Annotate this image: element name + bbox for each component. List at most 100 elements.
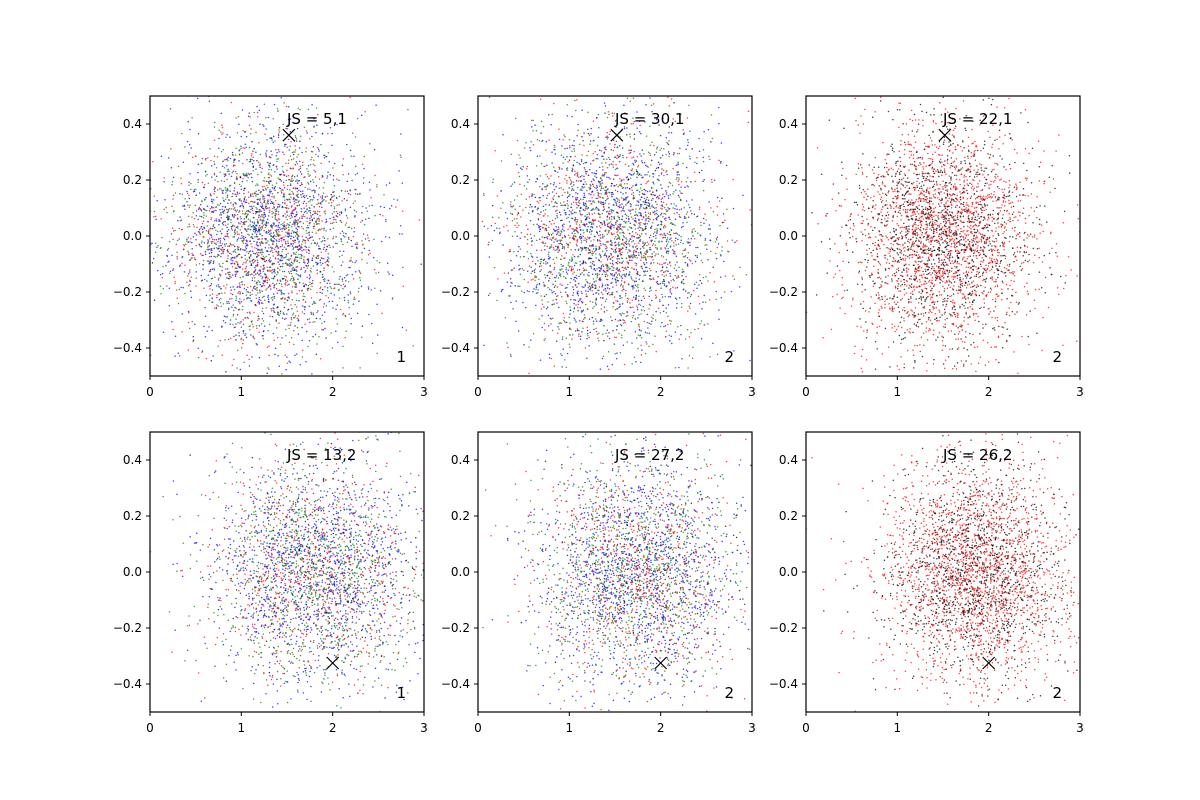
point-series-3 (316, 291, 318, 294)
point-series-2 (649, 218, 651, 221)
point-series-1 (298, 247, 301, 250)
point-series-2 (291, 190, 293, 193)
point-series-2 (216, 255, 219, 258)
point-series-1 (323, 257, 325, 260)
point-series-1 (572, 288, 575, 291)
point-series-3 (238, 233, 240, 236)
point-series-2 (631, 254, 633, 256)
point-series-1 (538, 230, 541, 233)
point-series-1 (725, 164, 728, 167)
point-series-2 (357, 290, 360, 293)
point-series-2 (542, 262, 545, 264)
point-series-1 (488, 256, 491, 258)
point-series-2 (277, 271, 279, 274)
point-series-3 (253, 280, 256, 282)
point-series-1 (672, 278, 674, 281)
point-series-1 (610, 274, 612, 276)
point-series-4 (312, 213, 314, 216)
point-series-2 (638, 295, 640, 297)
point-series-2 (249, 329, 251, 331)
point-series-3 (286, 264, 288, 266)
point-series-2 (304, 186, 306, 189)
point-series-1 (234, 275, 237, 278)
point-series-1 (346, 199, 348, 201)
point-series-1 (346, 180, 348, 183)
point-series-1 (589, 228, 592, 231)
point-series-2 (500, 190, 502, 192)
point-series-1 (601, 233, 604, 236)
point-series-1 (674, 218, 677, 221)
point-series-1 (553, 230, 556, 232)
point-series-2 (199, 215, 201, 217)
point-series-2 (315, 107, 318, 109)
point-series-4 (287, 308, 290, 311)
point-series-2 (538, 140, 541, 142)
point-series-3 (286, 169, 288, 171)
point-series-1 (581, 185, 583, 188)
point-series-1 (231, 215, 234, 217)
point-series-1 (212, 238, 214, 241)
point-series-1 (546, 237, 549, 240)
point-series-2 (622, 207, 624, 210)
point-series-2 (338, 283, 340, 285)
point-series-3 (309, 222, 311, 224)
point-series-2 (629, 177, 632, 180)
point-series-1 (617, 255, 619, 257)
point-series-1 (195, 238, 197, 241)
point-series-1 (343, 296, 346, 299)
point-series-1 (538, 265, 541, 268)
point-series-1 (669, 275, 672, 277)
point-series-1 (648, 275, 651, 277)
point-series-3 (360, 221, 362, 223)
point-series-1 (625, 204, 627, 206)
point-series-2 (635, 272, 638, 275)
point-series-1 (211, 240, 214, 243)
point-series-2 (242, 242, 245, 244)
point-series-2 (235, 202, 238, 205)
point-series-2 (218, 263, 221, 265)
point-series-2 (342, 345, 344, 347)
point-series-3 (163, 208, 165, 211)
point-series-3 (292, 151, 295, 153)
point-series-2 (666, 269, 668, 272)
point-series-2 (616, 324, 618, 327)
point-series-1 (558, 272, 560, 274)
point-series-1 (351, 245, 353, 247)
point-series-1 (519, 237, 521, 240)
point-series-2 (327, 238, 329, 240)
point-series-1 (277, 203, 280, 206)
point-series-3 (213, 173, 216, 176)
point-series-3 (266, 346, 269, 348)
point-series-1 (238, 335, 240, 337)
point-series-2 (242, 332, 245, 334)
point-series-1 (538, 283, 541, 285)
point-series-1 (273, 275, 276, 278)
point-series-1 (592, 320, 595, 323)
scatter-points (478, 96, 752, 374)
point-series-4 (227, 272, 229, 274)
point-series-2 (637, 334, 640, 336)
point-series-1 (308, 234, 311, 236)
point-series-2 (314, 220, 317, 223)
point-series-1 (231, 306, 233, 308)
point-series-2 (162, 287, 165, 290)
point-series-1 (636, 309, 639, 311)
point-series-1 (243, 237, 245, 240)
point-series-1 (623, 127, 626, 130)
point-series-3 (279, 228, 282, 231)
point-series-1 (568, 187, 570, 189)
point-series-4 (236, 263, 239, 266)
point-series-2 (168, 240, 171, 243)
point-series-1 (325, 218, 327, 221)
point-series-2 (284, 279, 287, 281)
point-series-2 (302, 292, 305, 295)
point-series-1 (354, 216, 356, 218)
point-series-1 (587, 226, 589, 228)
point-series-1 (219, 212, 222, 214)
point-series-2 (227, 219, 230, 221)
point-series-1 (703, 131, 705, 133)
point-series-2 (280, 293, 283, 295)
point-series-1 (602, 243, 604, 245)
point-series-3 (284, 282, 286, 285)
point-series-1 (270, 308, 272, 310)
